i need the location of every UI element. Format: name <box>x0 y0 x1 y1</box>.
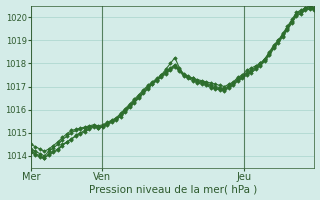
X-axis label: Pression niveau de la mer( hPa ): Pression niveau de la mer( hPa ) <box>89 184 257 194</box>
